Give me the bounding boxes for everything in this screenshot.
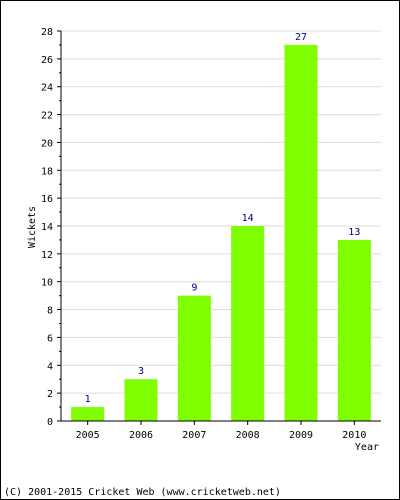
y-tick-label: 20	[41, 138, 53, 149]
y-tick-label: 8	[47, 306, 53, 317]
y-tick-label: 12	[41, 250, 53, 261]
bars	[71, 44, 371, 422]
data-label: 14	[242, 213, 254, 224]
y-tick-label: 4	[47, 361, 53, 372]
y-tick-label: 26	[41, 55, 53, 66]
x-tick-label: 2010	[342, 430, 366, 441]
y-tick-label: 10	[41, 278, 53, 289]
bar-2005	[71, 407, 105, 421]
data-label: 1	[85, 394, 91, 405]
gridlines	[61, 30, 381, 394]
x-tick-label: 2005	[76, 430, 100, 441]
bar-2010	[337, 239, 371, 421]
y-axis-label: Wickets	[27, 206, 38, 248]
x-axis-label: Year	[355, 442, 379, 453]
bar-2008	[231, 226, 265, 421]
data-label: 3	[138, 366, 144, 377]
y-tick-label: 14	[41, 222, 53, 233]
y-tick-label: 2	[47, 389, 53, 400]
data-label: 9	[191, 283, 197, 294]
y-tick-label: 24	[41, 83, 53, 94]
y-tick-label: 22	[41, 111, 53, 122]
x-tick-label: 2007	[182, 430, 206, 441]
x-tick-label: 2006	[129, 430, 153, 441]
x-tick-label: 2008	[236, 430, 260, 441]
copyright-footer: (C) 2001-2015 Cricket Web (www.cricketwe…	[4, 487, 281, 498]
bar-2007	[177, 295, 211, 421]
data-label: 13	[348, 227, 360, 238]
y-tick-label: 0	[47, 417, 53, 428]
bar-2009	[284, 44, 318, 422]
y-tick-label: 6	[47, 333, 53, 344]
bar-2006	[124, 379, 158, 421]
data-label: 27	[295, 32, 307, 43]
x-tick-label: 2009	[289, 430, 313, 441]
y-tick-label: 28	[41, 27, 53, 38]
y-tick-label: 18	[41, 166, 53, 177]
y-tick-label: 16	[41, 194, 53, 205]
